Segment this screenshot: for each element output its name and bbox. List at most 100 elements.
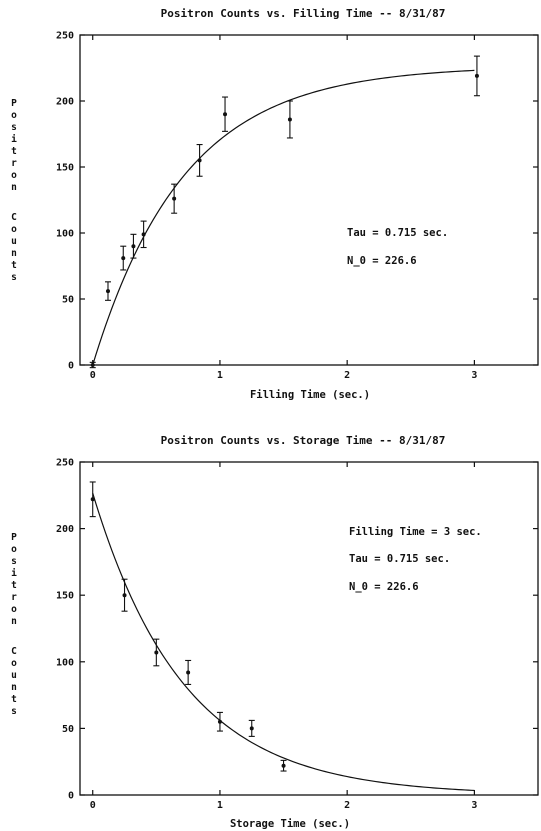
point-marker: [474, 73, 479, 78]
x-axis-label: Filling Time (sec.): [250, 389, 370, 401]
y-tick-label: 150: [56, 591, 74, 602]
point-marker: [172, 196, 177, 201]
y-axis-label-glyph: C: [11, 646, 17, 657]
data-point: [286, 100, 293, 139]
filling-time-chart: Positron Counts vs. Filling Time -- 8/31…: [11, 7, 539, 401]
plot-frame: [79, 461, 539, 796]
annotation-n0: N_0 = 226.6: [347, 255, 417, 267]
data-point: [280, 759, 287, 772]
y-tick-label: 200: [56, 97, 74, 108]
y-axis-label-glyph: u: [11, 236, 17, 247]
y-tick-label: 200: [56, 524, 74, 535]
y-axis-label-glyph: P: [11, 532, 17, 543]
y-axis-label-glyph: o: [11, 544, 17, 555]
storage-time-chart: Positron Counts vs. Storage Time -- 8/31…: [11, 434, 539, 830]
data-point: [130, 233, 137, 259]
y-axis-label-glyph: o: [11, 110, 17, 121]
plot-frame: [79, 34, 539, 366]
y-axis-label-glyph: t: [11, 694, 17, 705]
point-marker: [281, 763, 286, 768]
y-tick-label: 0: [68, 791, 74, 802]
data-point: [185, 659, 192, 685]
point-marker: [141, 232, 146, 237]
axis-ticks: 0 50 100 150 200 250 0 1 2 3: [56, 31, 538, 381]
chart-title: Positron Counts vs. Storage Time -- 8/31…: [161, 434, 446, 447]
fit-curve: [92, 69, 475, 366]
y-axis-label-glyph: o: [11, 224, 17, 235]
x-tick-label: 3: [471, 370, 477, 381]
fit-curve-path: [92, 69, 475, 366]
x-tick-label: 1: [217, 800, 223, 811]
point-marker: [90, 363, 95, 367]
y-axis-label-glyph: o: [11, 658, 17, 669]
y-tick-label: 250: [56, 31, 74, 42]
point-marker: [131, 244, 136, 249]
y-tick-label: 50: [62, 724, 74, 735]
y-axis-label-glyph: t: [11, 260, 17, 271]
data-point: [89, 481, 96, 518]
y-axis-label-glyph: s: [11, 122, 17, 133]
data-point: [104, 281, 111, 301]
annotation-filling-time: Filling Time = 3 sec.: [349, 526, 482, 538]
x-tick-label: 1: [217, 370, 223, 381]
annotation-n0: N_0 = 226.6: [349, 581, 419, 593]
y-tick-label: 250: [56, 458, 74, 469]
y-axis-label-glyph: o: [11, 170, 17, 181]
y-axis-label-glyph: s: [11, 272, 17, 283]
point-marker: [217, 719, 222, 724]
y-axis-label-glyph: r: [11, 592, 17, 603]
y-axis-label-glyph: n: [11, 682, 17, 693]
y-tick-label: 150: [56, 163, 74, 174]
y-tick-label: 0: [68, 361, 74, 372]
data-point: [153, 638, 160, 667]
axis-ticks: 0 50 100 150 200 250 0 1 2 3: [56, 458, 538, 811]
y-axis-label-glyph: o: [11, 604, 17, 615]
data-point: [120, 245, 127, 271]
y-axis-label-glyph: u: [11, 670, 17, 681]
data-point: [216, 711, 223, 732]
y-axis-label-glyph: n: [11, 182, 17, 193]
data-point: [140, 220, 147, 249]
y-tick-label: 100: [56, 229, 74, 240]
data-point: [222, 96, 229, 132]
annotation-tau: Tau = 0.715 sec.: [349, 553, 450, 565]
y-axis-label-glyph: s: [11, 556, 17, 567]
point-marker: [90, 497, 95, 502]
point-marker: [287, 117, 292, 122]
point-marker: [197, 158, 202, 163]
point-marker: [249, 726, 254, 731]
point-marker: [122, 593, 127, 598]
y-axis-label-glyph: n: [11, 616, 17, 627]
point-marker: [154, 650, 159, 655]
y-axis-label-glyph: n: [11, 248, 17, 259]
data-point: [121, 578, 128, 612]
data-point: [248, 719, 255, 737]
data-points: [89, 55, 480, 369]
x-tick-label: 2: [344, 800, 350, 811]
y-axis-label-glyph: C: [11, 212, 17, 223]
annotation-tau: Tau = 0.715 sec.: [347, 227, 448, 239]
point-marker: [105, 289, 110, 294]
data-point: [196, 144, 203, 177]
y-axis-label-glyph: i: [11, 568, 17, 579]
chart-title: Positron Counts vs. Filling Time -- 8/31…: [161, 7, 446, 20]
data-point: [473, 55, 480, 97]
data-points: [89, 481, 287, 772]
x-tick-label: 0: [90, 800, 96, 811]
y-axis-label-glyph: r: [11, 158, 17, 169]
data-point: [89, 361, 96, 369]
y-tick-label: 50: [62, 295, 74, 306]
point-marker: [186, 670, 191, 675]
y-axis-label-glyph: t: [11, 146, 17, 157]
data-point: [171, 183, 178, 214]
y-axis-label-glyph: t: [11, 580, 17, 591]
y-axis-label-glyph: i: [11, 134, 17, 145]
y-axis-label-glyph: P: [11, 98, 17, 109]
point-marker: [121, 256, 126, 261]
x-tick-label: 0: [90, 370, 96, 381]
y-axis-label-glyph: s: [11, 706, 17, 717]
x-axis-label: Storage Time (sec.): [230, 818, 350, 830]
